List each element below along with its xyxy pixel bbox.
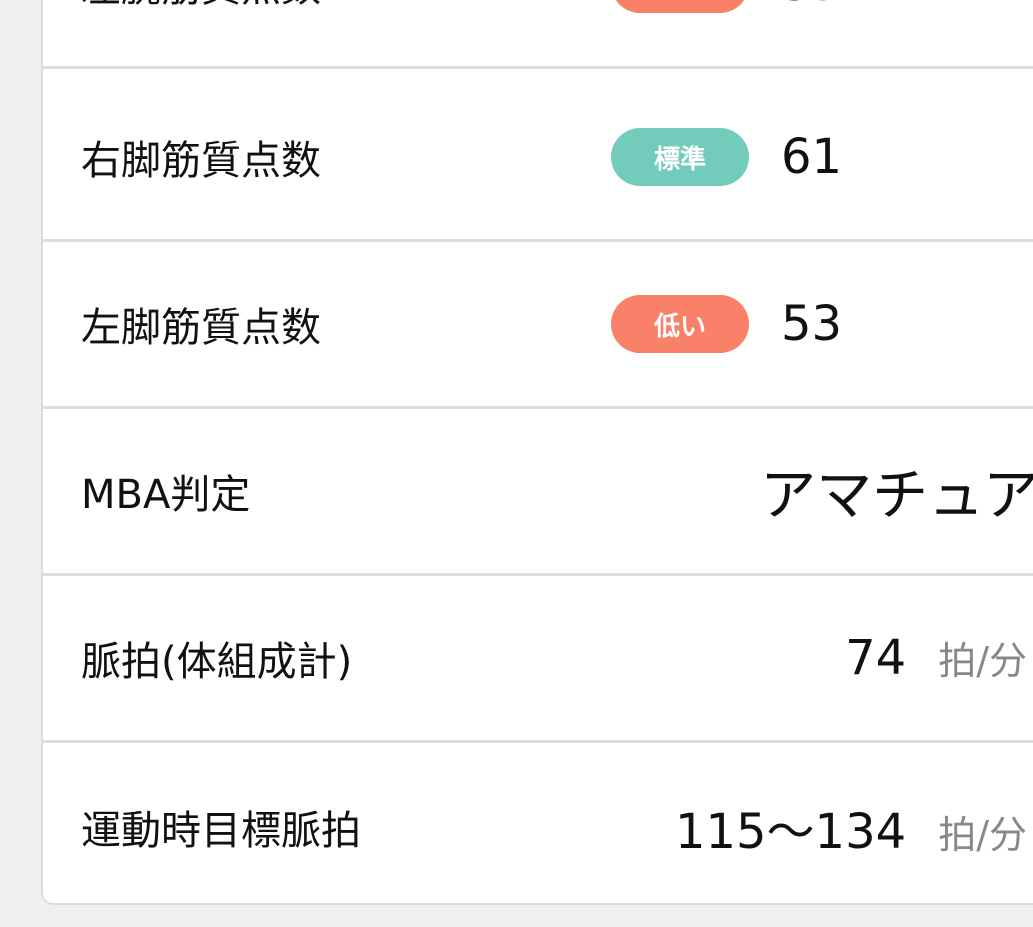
row-label: 右脚筋質点数: [81, 138, 321, 184]
status-badge: 低い: [611, 295, 749, 353]
row-target-pulse: 運動時目標脈拍 115〜134 拍/分: [43, 743, 1033, 903]
row-value: 115〜134: [674, 803, 907, 860]
row-label: MBA判定: [81, 472, 251, 518]
row-left-leg-muscle-quality: 左脚筋質点数 低い 53: [43, 242, 1033, 409]
row-value: 57: [781, 0, 842, 12]
row-pulse: 脈拍(体組成計) 74 拍/分: [43, 576, 1033, 743]
row-label: 脈拍(体組成計): [81, 639, 353, 685]
row-value-group: 115〜134 拍/分: [675, 792, 1033, 862]
status-badge: 低い: [611, 0, 749, 13]
row-value-group: 74 拍/分: [845, 630, 1033, 686]
row-mba: MBA判定 アマチュア: [43, 409, 1033, 576]
row-left-arm-muscle-quality: 左腕筋質点数 低い 57: [43, 0, 1033, 69]
row-value: 53: [781, 296, 843, 352]
body-composition-card: 左腕筋質点数 低い 57 右脚筋質点数 標準 61 左脚筋質点数 低い 53 M…: [41, 0, 1033, 905]
row-value: 61: [781, 129, 843, 185]
row-value: 74: [845, 630, 907, 686]
row-right-leg-muscle-quality: 右脚筋質点数 標準 61: [43, 75, 1033, 242]
row-label: 運動時目標脈拍: [81, 807, 361, 854]
row-unit: 拍/分: [938, 639, 1027, 683]
row-value: アマチュア: [760, 463, 1033, 529]
status-badge: 標準: [611, 128, 749, 186]
row-label: 左脚筋質点数: [81, 305, 321, 351]
row-unit: 拍/分: [938, 812, 1027, 857]
row-label: 左腕筋質点数: [81, 0, 321, 13]
